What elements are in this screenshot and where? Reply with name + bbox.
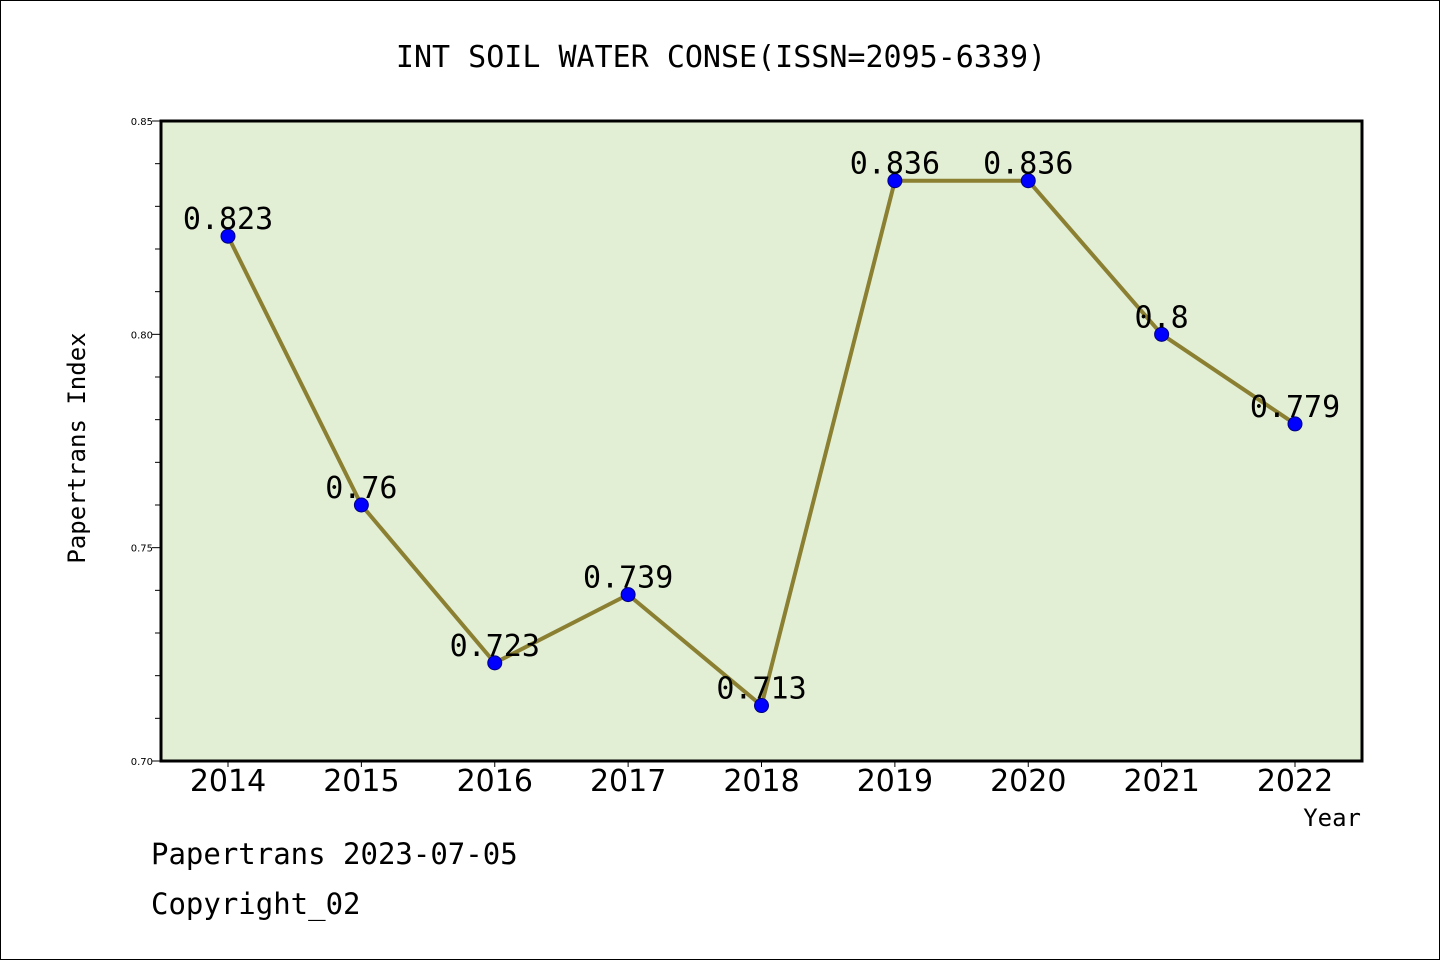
footer-date: Papertrans 2023-07-05 xyxy=(151,837,518,871)
y-tick-label: 0.80 xyxy=(131,330,153,341)
x-tick-label: 2018 xyxy=(723,764,799,799)
x-tick-label: 2014 xyxy=(190,764,266,799)
x-tick-label: 2017 xyxy=(590,764,666,799)
data-label: 0.836 xyxy=(850,147,940,182)
x-tick-label: 2019 xyxy=(857,764,933,799)
data-label: 0.739 xyxy=(583,561,673,596)
data-point xyxy=(1020,173,1036,189)
x-tick-label: 2021 xyxy=(1123,764,1199,799)
data-label: 0.836 xyxy=(983,147,1073,182)
y-tick-label: 0.75 xyxy=(131,544,153,555)
plot-area xyxy=(159,119,1364,763)
data-label: 0.8 xyxy=(1135,300,1189,335)
data-point xyxy=(353,497,369,513)
y-tick-label: 0.70 xyxy=(131,757,153,768)
x-axis-label: Year xyxy=(1303,804,1361,832)
data-point xyxy=(1154,326,1170,342)
footer-copyright: Copyright_02 xyxy=(151,887,361,922)
data-label: 0.779 xyxy=(1250,390,1340,425)
chart-title: INT SOIL WATER CONSE(ISSN=2095-6339) xyxy=(396,40,1046,75)
data-point xyxy=(754,698,769,714)
data-label: 0.823 xyxy=(183,202,273,237)
data-point xyxy=(487,655,503,671)
data-point xyxy=(887,173,903,189)
x-tick-label: 2022 xyxy=(1257,764,1333,799)
data-label-layer: 0.823 0.76 0.723 0.739 0.713 0.836 0.836 0.8 0.7… xyxy=(183,147,1340,707)
data-point xyxy=(220,228,236,244)
y-axis: 0.70 0.75 0.80 0.85 xyxy=(131,117,161,768)
x-tick-label: 2020 xyxy=(990,764,1066,799)
data-label: 0.723 xyxy=(450,629,540,664)
x-axis: 2014 2015 2016 2017 2018 2019 2020 2021 2022 xyxy=(190,761,1333,799)
x-tick-label: 2016 xyxy=(457,764,533,799)
y-axis-label: Papertrans Index xyxy=(63,332,91,563)
y-tick-label: 0.85 xyxy=(131,117,153,128)
series-layer xyxy=(220,173,1303,714)
data-label: 0.76 xyxy=(325,471,397,506)
data-label: 0.713 xyxy=(716,672,806,707)
data-point xyxy=(1287,416,1303,432)
data-point xyxy=(620,587,636,603)
x-tick-label: 2015 xyxy=(323,764,399,799)
